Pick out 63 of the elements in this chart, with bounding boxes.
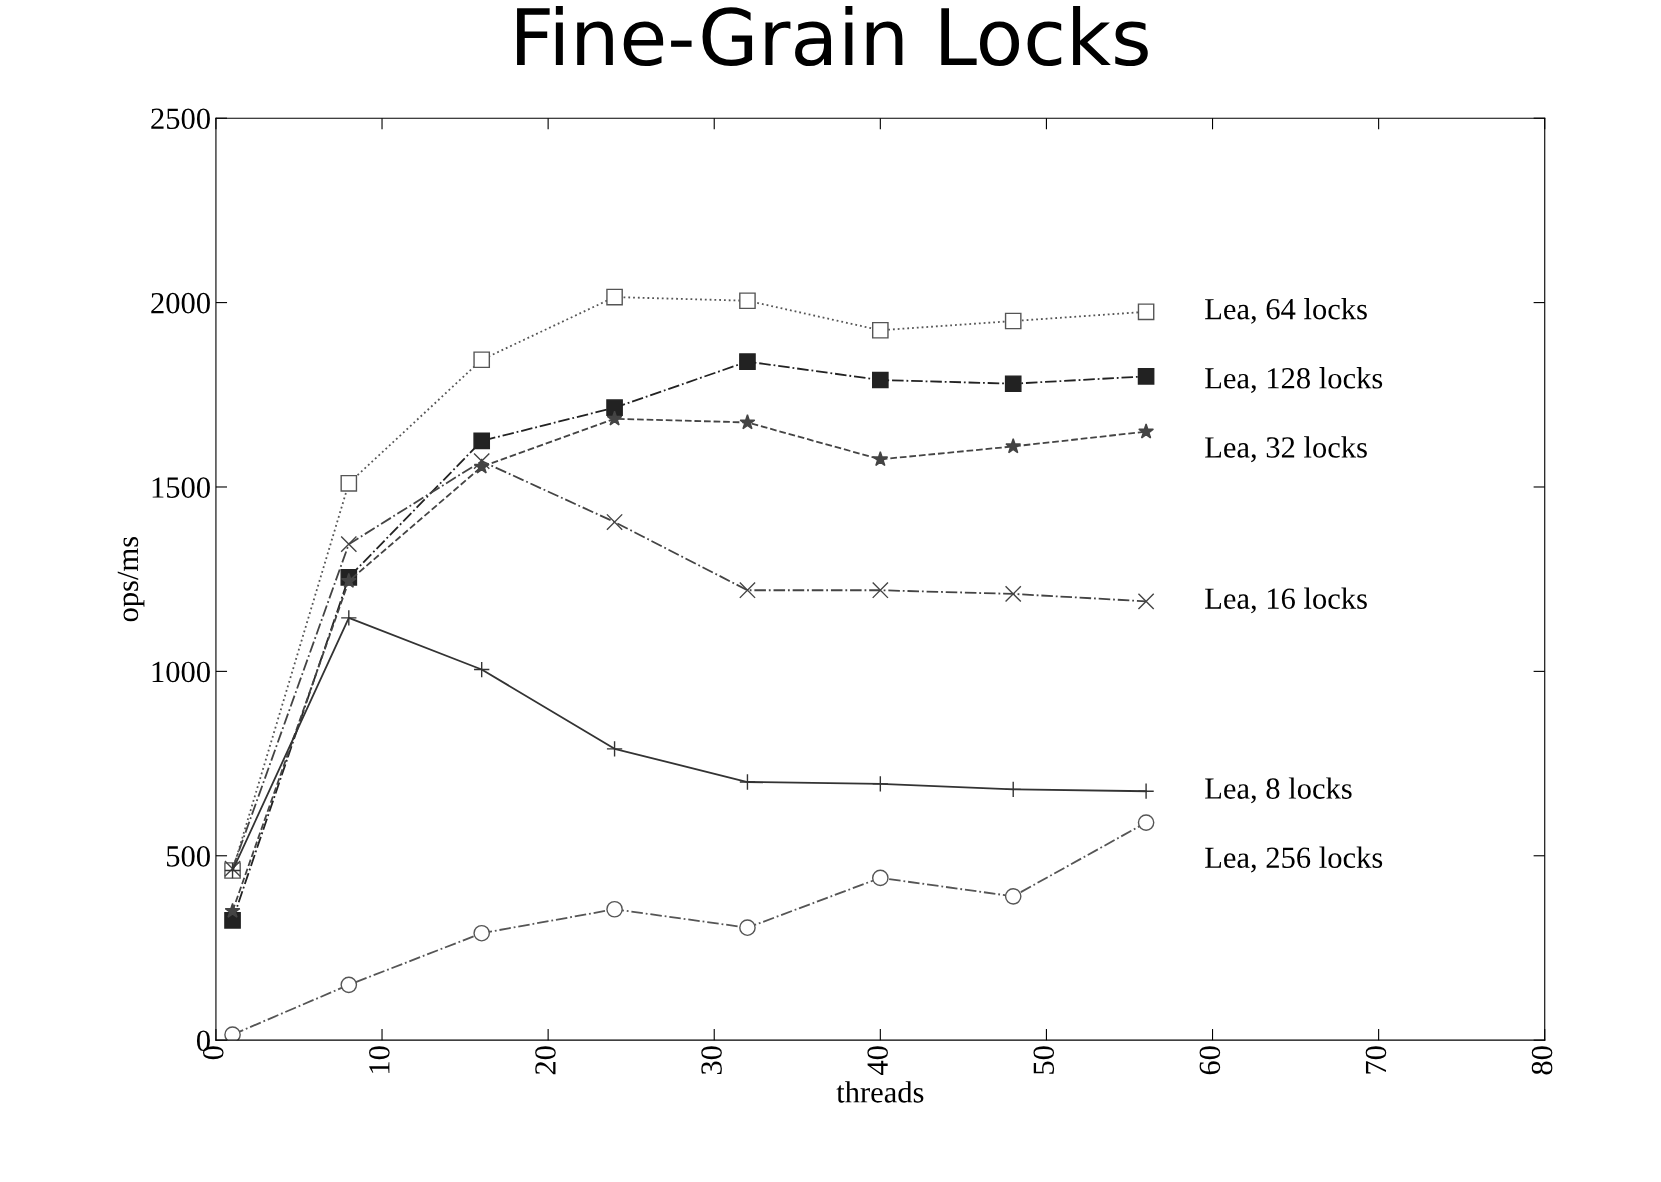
series-label: Lea, 64 locks	[1205, 297, 1367, 324]
point	[739, 292, 756, 310]
point	[1005, 438, 1022, 454]
y-tick-label: 2500	[151, 108, 210, 130]
point	[739, 414, 756, 430]
x-tick-label: 40	[867, 1046, 888, 1075]
x-tick-label: 30	[701, 1046, 722, 1075]
point	[224, 902, 241, 918]
point	[1004, 585, 1022, 603]
point	[871, 321, 889, 339]
point	[1137, 368, 1155, 385]
point	[340, 474, 358, 492]
point	[872, 450, 889, 467]
point	[340, 609, 358, 627]
point	[1138, 423, 1155, 439]
series-label: Lea, 128 locks	[1205, 367, 1383, 393]
point	[606, 900, 623, 918]
point	[1004, 888, 1022, 905]
point	[224, 1026, 241, 1041]
point	[606, 740, 623, 758]
x-tick-label: 60	[1199, 1046, 1221, 1075]
x-tick-label: 10	[369, 1046, 390, 1073]
point	[606, 513, 623, 531]
point	[1004, 375, 1022, 393]
point	[1137, 592, 1155, 610]
point	[473, 432, 491, 450]
point	[606, 399, 623, 417]
point	[606, 410, 623, 426]
point	[340, 535, 358, 553]
series-label: Lea, 256 locks	[1205, 846, 1383, 873]
series-label: Lea, 32 locks	[1205, 436, 1367, 463]
point	[871, 371, 889, 389]
x-tick-label: 70	[1365, 1046, 1387, 1074]
x-tick-label: 80	[1531, 1046, 1553, 1075]
y-tick-label: 500	[167, 846, 210, 867]
point	[606, 288, 623, 306]
y-axis-title: ops/ms	[117, 536, 145, 622]
point	[473, 452, 491, 470]
chart-title: Fine-Grain Locks	[517, 5, 1148, 67]
x-tick-label: 20	[535, 1046, 556, 1075]
point	[1137, 303, 1155, 321]
y-tick-label: 1000	[152, 661, 210, 683]
y-tick-label: 2000	[151, 292, 210, 314]
point	[1137, 782, 1155, 800]
y-tick-label: 1500	[152, 477, 210, 498]
point	[473, 924, 491, 942]
series-label: Lea, 16 locks	[1205, 587, 1367, 614]
point	[871, 775, 889, 793]
point	[340, 976, 358, 994]
point	[1004, 312, 1022, 330]
point	[739, 353, 756, 370]
point	[739, 919, 756, 937]
point	[1137, 814, 1155, 831]
x-axis-title: threads	[836, 1081, 924, 1103]
x-tick-label: 50	[1033, 1046, 1055, 1074]
point	[739, 773, 756, 791]
point	[473, 351, 491, 369]
point	[1004, 781, 1022, 798]
point	[473, 661, 491, 678]
point	[871, 869, 889, 887]
series-label: Lea, 8 locks	[1205, 777, 1352, 804]
point	[739, 581, 756, 599]
point	[871, 581, 889, 599]
